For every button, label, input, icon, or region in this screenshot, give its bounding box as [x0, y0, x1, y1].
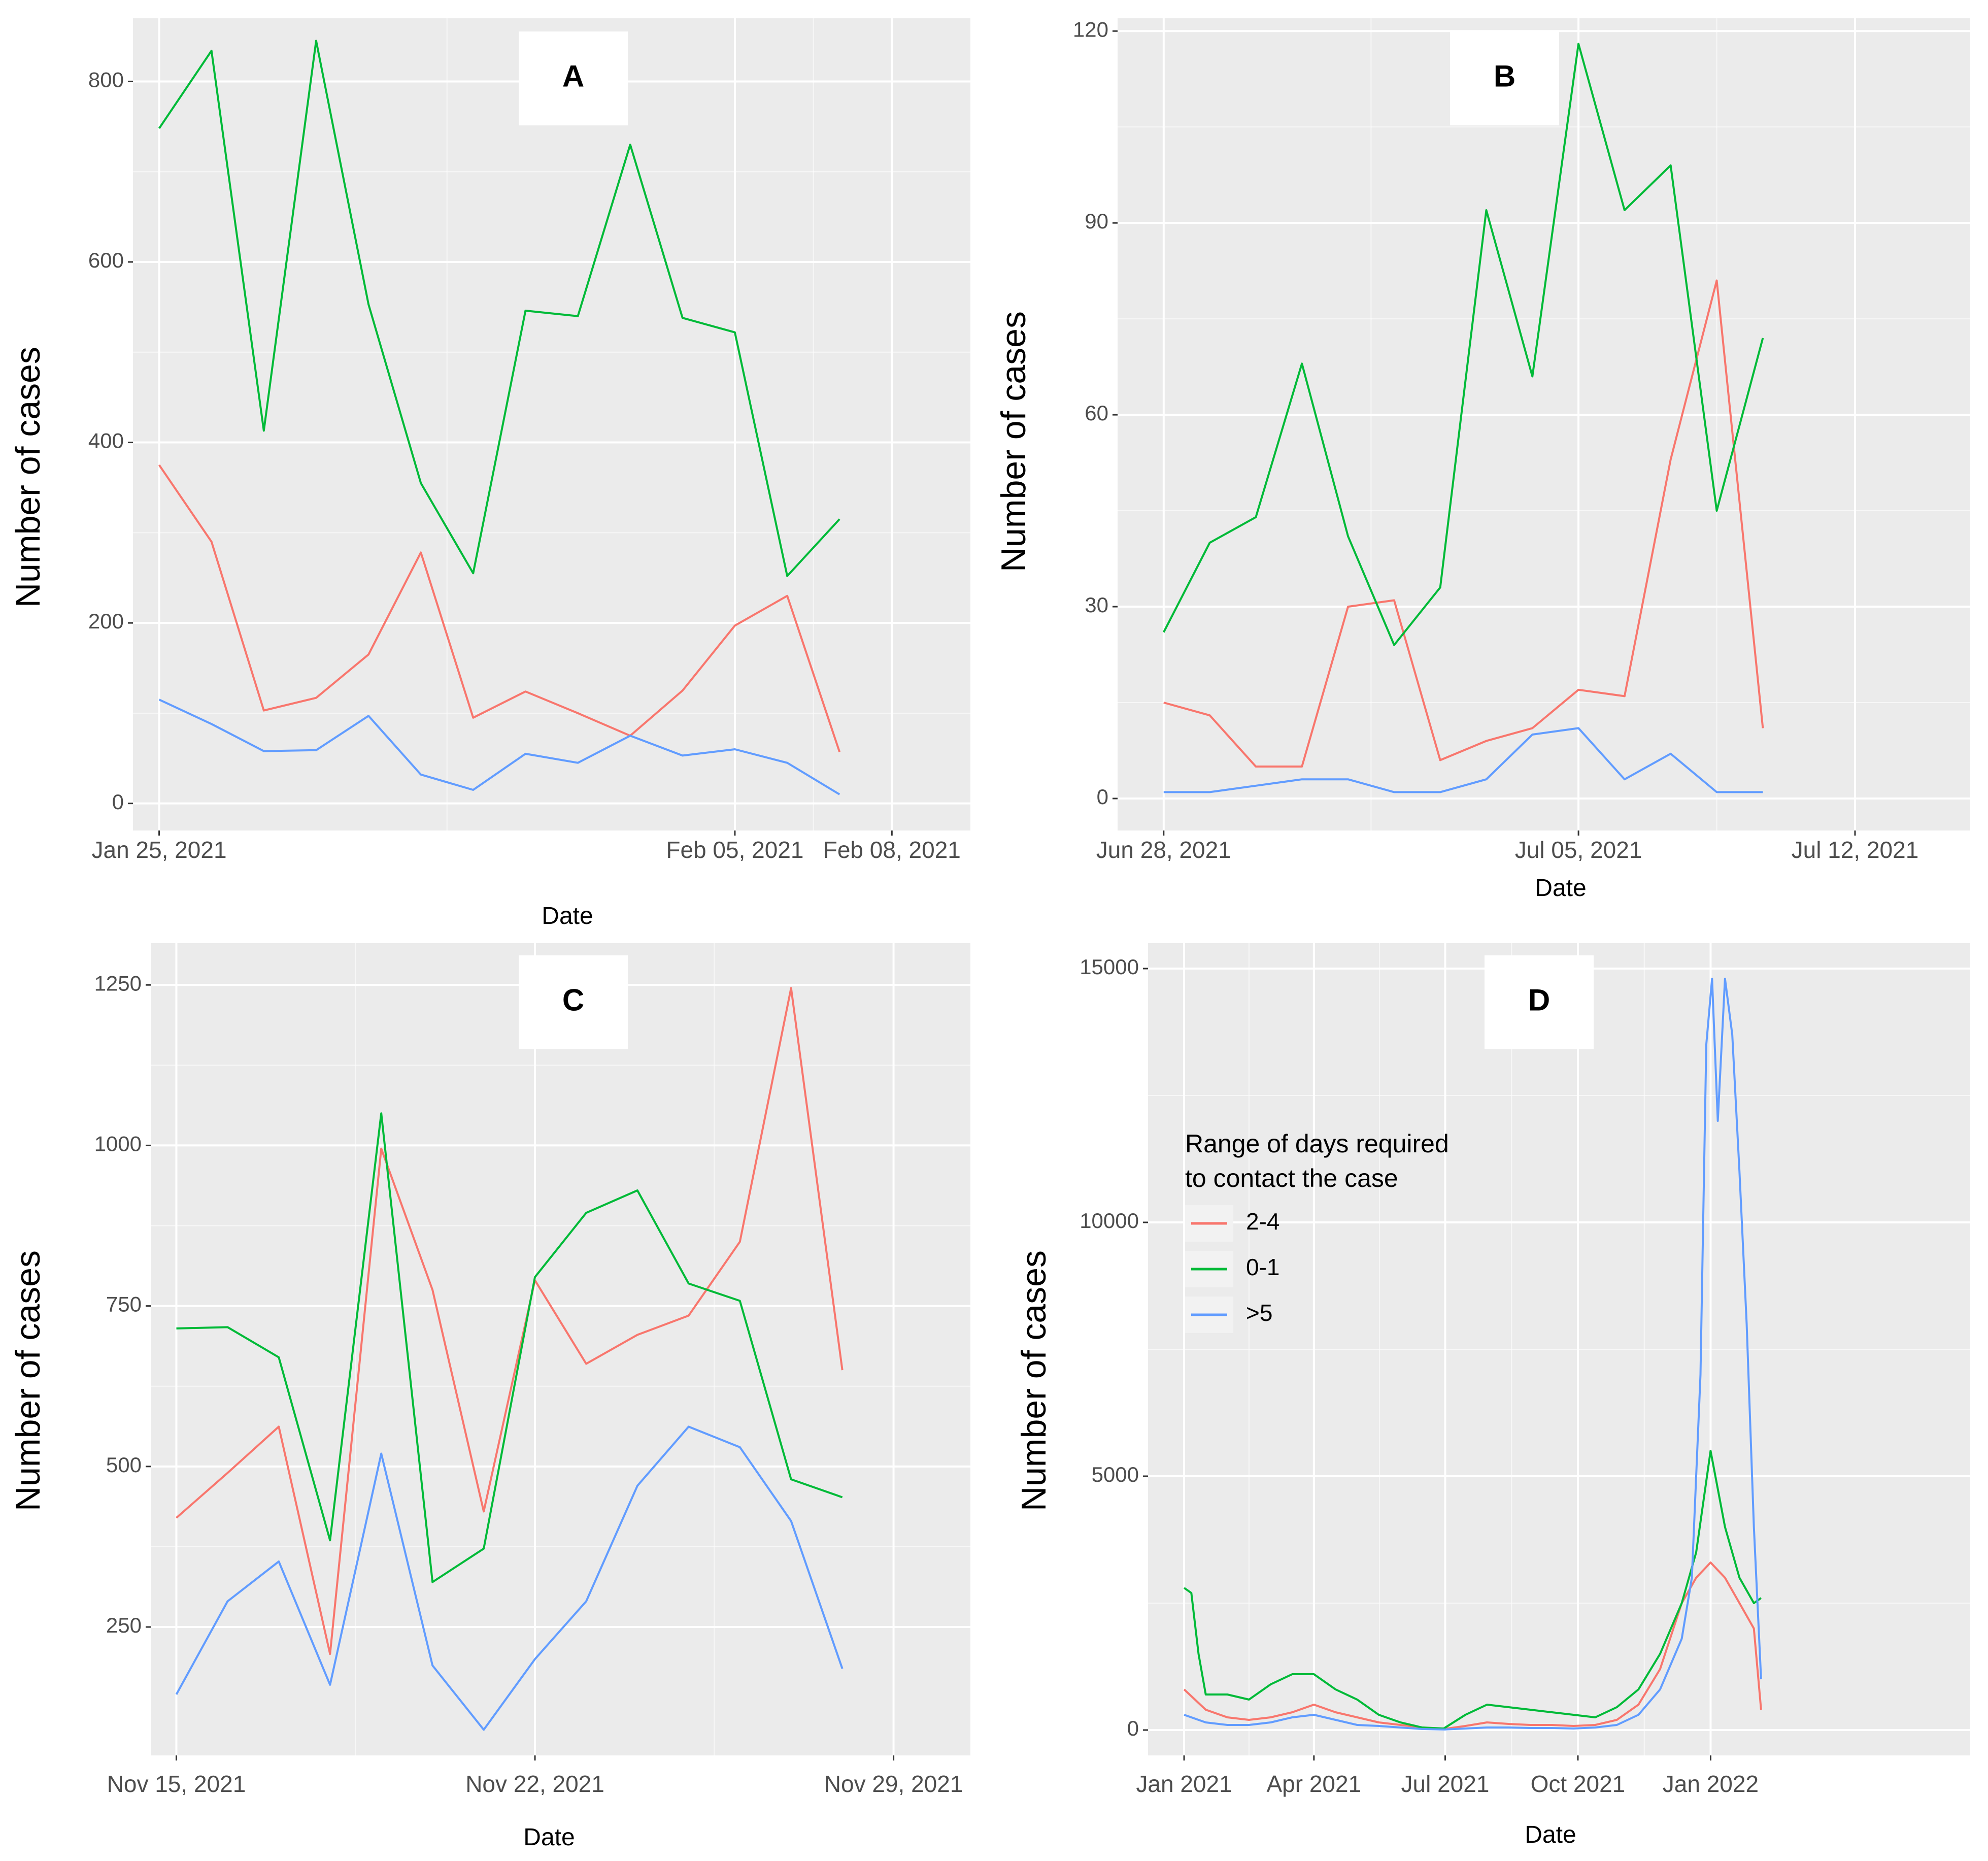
x-tick-label: Jun 28, 2021 [1096, 837, 1231, 863]
x-tick-label: Feb 08, 2021 [823, 837, 961, 863]
y-tick-label: 30 [1085, 593, 1108, 617]
x-tick-label: Jul 05, 2021 [1515, 837, 1642, 863]
x-axis-title: Date [542, 903, 593, 929]
panel-label: D [1528, 983, 1550, 1017]
y-tick-label: 0 [112, 790, 124, 814]
y-tick-label: 750 [106, 1292, 142, 1316]
plot-background-a [133, 18, 970, 830]
y-tick-label: 200 [88, 609, 124, 633]
y-axis-title: Number of cases [9, 1250, 47, 1511]
series-line-2-4 [158, 464, 841, 752]
panel-label: B [1494, 59, 1515, 93]
panel-d: 0 5000 10000 15000 Jan 2021 Apr 2021 Jul 2021 O… [1015, 943, 1970, 1848]
y-tick-label: 1000 [94, 1132, 142, 1156]
series-line-0-1 [1183, 1450, 1762, 1730]
y-tick-label: 600 [88, 248, 124, 272]
y-axis-title: Number of cases [1015, 1250, 1053, 1511]
x-axis-title: Date [1535, 875, 1586, 902]
y-tick-label: 1250 [94, 971, 142, 995]
series-line-2-4 [1163, 279, 1764, 768]
series-line-0-1 [1163, 43, 1764, 646]
series-line-gt5 [1163, 727, 1763, 793]
legend-title: Range of days required [1185, 1129, 1449, 1158]
x-axis-title: Date [523, 1824, 575, 1851]
y-tick-label: 15000 [1080, 955, 1139, 979]
y-tick-label: 500 [106, 1453, 142, 1477]
x-tick-label: Nov 15, 2021 [107, 1771, 246, 1797]
y-tick-label: 120 [1073, 17, 1108, 41]
x-tick-label: Jan 25, 2021 [92, 837, 227, 863]
x-tick-label: Apr 2021 [1266, 1771, 1361, 1797]
y-tick-label: 5000 [1092, 1463, 1139, 1486]
y-tick-label: 0 [1127, 1716, 1139, 1740]
y-axis-title: Number of cases [9, 347, 47, 608]
series-line-0-1 [158, 40, 840, 577]
plot-background-c [151, 943, 970, 1755]
y-axis-title: Number of cases [994, 311, 1033, 572]
series-line-gt5 [175, 1425, 844, 1731]
panel-label: A [562, 59, 584, 93]
plot-background-b [1118, 18, 1970, 830]
series-line-2-4 [176, 987, 844, 1655]
series-line-0-1 [176, 1112, 843, 1583]
x-tick-label: Jul 12, 2021 [1792, 837, 1919, 863]
y-tick-label: 60 [1085, 401, 1108, 425]
x-tick-label: Oct 2021 [1531, 1771, 1626, 1797]
x-tick-label: Jan 2021 [1136, 1771, 1232, 1797]
legend-entry-label: 2-4 [1246, 1208, 1279, 1235]
series-line-2-4 [1183, 1561, 1762, 1730]
x-tick-label: Nov 29, 2021 [824, 1771, 963, 1797]
legend-entry-label: 0-1 [1246, 1254, 1279, 1280]
panel-label-box [519, 31, 628, 125]
y-tick-label: 250 [106, 1613, 142, 1637]
legend-title: to contact the case [1185, 1164, 1398, 1192]
series-line-gt5 [158, 699, 840, 795]
legend: Range of days required to contact the cas… [1185, 1129, 1449, 1333]
panel-label-box [1485, 955, 1594, 1049]
x-tick-label: Jul 2021 [1401, 1771, 1490, 1797]
panel-c: 250 500 750 1000 1250 Nov 15, 2021 Nov 22, 202… [9, 943, 970, 1851]
panel-label-box [519, 955, 628, 1049]
y-tick-label: 10000 [1080, 1209, 1139, 1233]
panel-label: C [562, 983, 584, 1017]
y-tick-label: 400 [88, 429, 124, 453]
panel-b: 0 30 60 90 120 Jun 28, 2021 Jul 05, 2021 Jul 12… [994, 17, 1970, 902]
x-tick-label: Jan 2022 [1663, 1771, 1759, 1797]
x-axis-title: Date [1525, 1821, 1576, 1848]
panel-label-box [1450, 31, 1559, 125]
legend-entry-label: >5 [1246, 1300, 1272, 1326]
panel-a: 0 200 400 600 800 Jan 25, 2021 Feb 05, 2021 Feb… [9, 18, 970, 929]
y-tick-label: 90 [1085, 209, 1108, 233]
x-tick-label: Nov 22, 2021 [465, 1771, 604, 1797]
x-tick-label: Feb 05, 2021 [666, 837, 803, 863]
y-tick-label: 800 [88, 68, 124, 92]
y-tick-label: 0 [1097, 785, 1108, 809]
series-line-gt5 [1184, 978, 1762, 1731]
